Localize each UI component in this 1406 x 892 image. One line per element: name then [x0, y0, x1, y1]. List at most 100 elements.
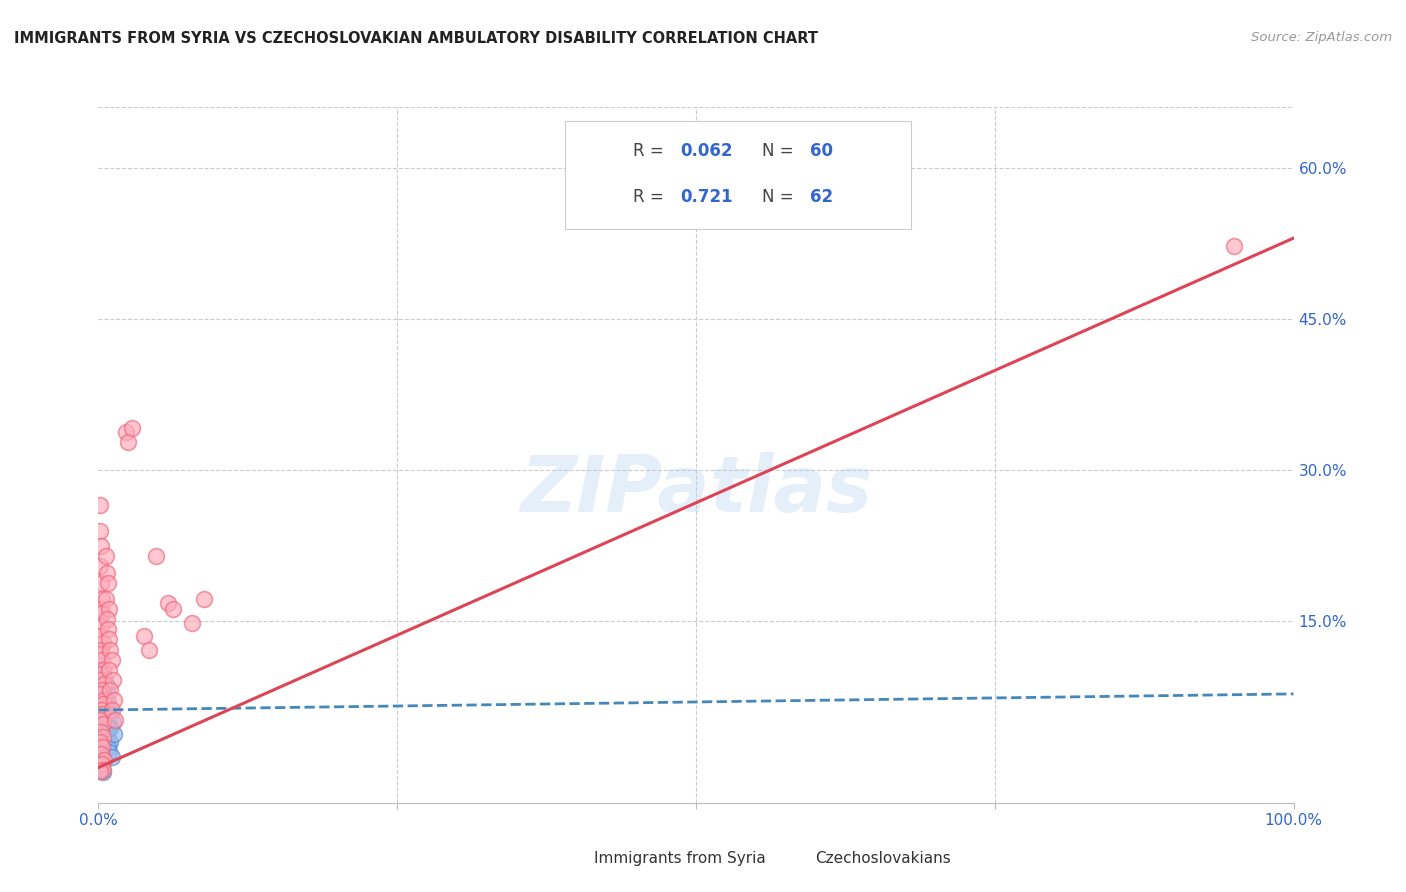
Point: [91, 663, 114, 677]
Point: [91, 707, 114, 722]
Point: [89, 754, 111, 768]
Point: [89, 737, 111, 751]
Point: [101, 673, 124, 687]
Point: [90, 670, 112, 684]
Point: [90, 576, 112, 591]
Point: [90, 725, 112, 739]
Point: [90, 710, 112, 724]
Point: [93, 754, 115, 768]
Point: [89, 745, 111, 759]
Point: [117, 434, 139, 449]
Point: [145, 549, 167, 563]
Point: [91, 725, 114, 739]
Point: [98, 735, 122, 749]
Point: [98, 642, 122, 657]
Point: [193, 592, 215, 607]
Point: [89, 723, 111, 738]
Point: [91, 733, 114, 747]
Point: [91, 592, 114, 607]
FancyBboxPatch shape: [565, 121, 911, 229]
Point: [91, 606, 114, 620]
Point: [98, 707, 121, 722]
Point: [91, 731, 114, 745]
Point: [89, 764, 111, 778]
Text: N =: N =: [762, 188, 799, 206]
Point: [132, 629, 155, 643]
Text: N =: N =: [762, 142, 799, 160]
Point: [89, 629, 111, 643]
Text: Immigrants from Syria: Immigrants from Syria: [595, 851, 766, 866]
Point: [89, 657, 111, 671]
Point: [91, 717, 114, 731]
Point: [104, 713, 127, 727]
Point: [89, 713, 111, 727]
Point: [98, 602, 121, 616]
Point: [91, 763, 114, 777]
Point: [115, 425, 138, 439]
Point: [89, 713, 111, 727]
Point: [94, 549, 117, 563]
Point: [97, 576, 120, 591]
Point: [103, 693, 125, 707]
Point: [180, 616, 202, 631]
Point: [91, 747, 114, 762]
Point: [98, 745, 121, 759]
Point: [1223, 239, 1246, 253]
Point: [96, 566, 118, 580]
Point: [93, 710, 115, 724]
Point: [91, 685, 114, 699]
Point: [90, 743, 112, 757]
Point: [89, 524, 111, 538]
Point: [98, 720, 121, 734]
Point: [91, 652, 114, 666]
Point: [89, 673, 111, 687]
Text: 0.721: 0.721: [681, 188, 733, 206]
Point: [93, 693, 115, 707]
Point: [91, 763, 114, 777]
Point: [91, 759, 114, 773]
Point: [90, 756, 112, 770]
Point: [93, 670, 115, 684]
Point: [91, 707, 114, 722]
Point: [90, 619, 112, 633]
Point: [101, 715, 124, 730]
Text: 60: 60: [810, 142, 832, 160]
Point: [89, 647, 111, 661]
Point: [93, 690, 115, 704]
Point: [89, 674, 111, 689]
Point: [98, 682, 122, 697]
Point: [97, 715, 120, 730]
Point: [98, 721, 122, 735]
Point: [90, 703, 112, 717]
Point: [91, 636, 114, 650]
Point: [90, 720, 112, 734]
Point: [94, 725, 117, 739]
Text: R =: R =: [633, 142, 669, 160]
Point: [91, 715, 114, 730]
Point: [93, 677, 115, 691]
Text: ZIPatlas: ZIPatlas: [520, 451, 872, 528]
Point: [90, 727, 112, 741]
Point: [97, 623, 120, 637]
Point: [89, 705, 111, 719]
Point: [89, 602, 111, 616]
Point: [90, 747, 112, 762]
Point: [89, 558, 111, 573]
Point: [91, 682, 114, 697]
Point: [94, 677, 117, 691]
Point: [91, 717, 114, 731]
Point: [90, 687, 112, 701]
Point: [91, 702, 114, 716]
Point: [90, 666, 112, 681]
Point: [98, 632, 121, 647]
Point: [100, 652, 122, 666]
Point: [162, 602, 184, 616]
Point: [94, 700, 117, 714]
Point: [89, 697, 111, 711]
Point: [89, 731, 111, 745]
Point: [96, 612, 118, 626]
Point: [91, 693, 114, 707]
Point: [94, 592, 117, 607]
Point: [138, 642, 160, 657]
Point: [89, 690, 111, 704]
